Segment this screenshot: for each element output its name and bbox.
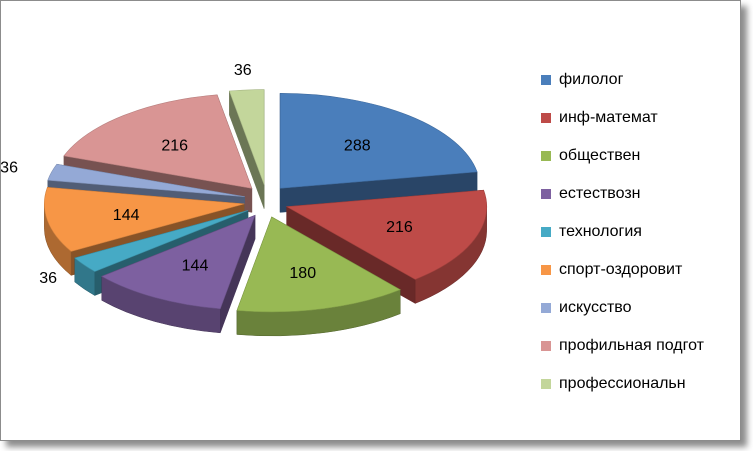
legend-swatch — [541, 227, 551, 237]
legend-label: спорт-оздоровит — [559, 261, 683, 278]
chart-frame: 288 216 180 144 36 144 36 216 36 филолог инф-мате… — [0, 0, 741, 441]
legend-swatch — [541, 189, 551, 199]
legend-swatch — [541, 151, 551, 161]
legend-item-4: технология — [541, 213, 741, 251]
data-label-2: 180 — [289, 265, 316, 282]
legend-label: искусство — [559, 299, 632, 316]
legend-label: естествозн — [559, 185, 641, 202]
data-label-1: 216 — [386, 219, 413, 236]
data-label-3: 144 — [182, 258, 209, 275]
data-label-5: 144 — [113, 207, 140, 224]
legend-label: филолог — [559, 71, 624, 88]
legend-swatch — [541, 303, 551, 313]
legend-item-8: профессиональн — [541, 365, 741, 403]
legend-item-3: естествозн — [541, 175, 741, 213]
legend-swatch — [541, 265, 551, 275]
chart-legend: филолог инф-математ обществен естествозн тех… — [541, 61, 741, 403]
pie-slice-8 — [228, 89, 265, 209]
pie-slice-3 — [101, 214, 256, 334]
legend-item-6: искусство — [541, 289, 741, 327]
data-label-6: 36 — [1, 160, 18, 177]
legend-item-7: профильная подгот — [541, 327, 741, 365]
legend-swatch — [541, 113, 551, 123]
legend-label: обществен — [559, 147, 641, 164]
legend-item-2: обществен — [541, 137, 741, 175]
pie-chart: 288 216 180 144 36 144 36 216 36 — [1, 62, 487, 337]
pie-slice-1 — [285, 189, 487, 304]
legend-label: технология — [559, 223, 642, 240]
legend-label: инф-математ — [559, 109, 658, 126]
pie-slice-2 — [236, 216, 401, 337]
legend-item-0: филолог — [541, 61, 741, 99]
data-label-4: 36 — [39, 270, 57, 287]
legend-item-1: инф-математ — [541, 99, 741, 137]
legend-label: профессиональн — [559, 375, 686, 392]
legend-swatch — [541, 75, 551, 85]
legend-swatch — [541, 379, 551, 389]
data-label-0: 288 — [344, 138, 371, 155]
data-label-8: 36 — [234, 62, 252, 79]
legend-item-5: спорт-оздоровит — [541, 251, 741, 289]
legend-swatch — [541, 341, 551, 351]
legend-label: профильная подгот — [559, 337, 704, 354]
data-label-7: 216 — [161, 138, 188, 155]
